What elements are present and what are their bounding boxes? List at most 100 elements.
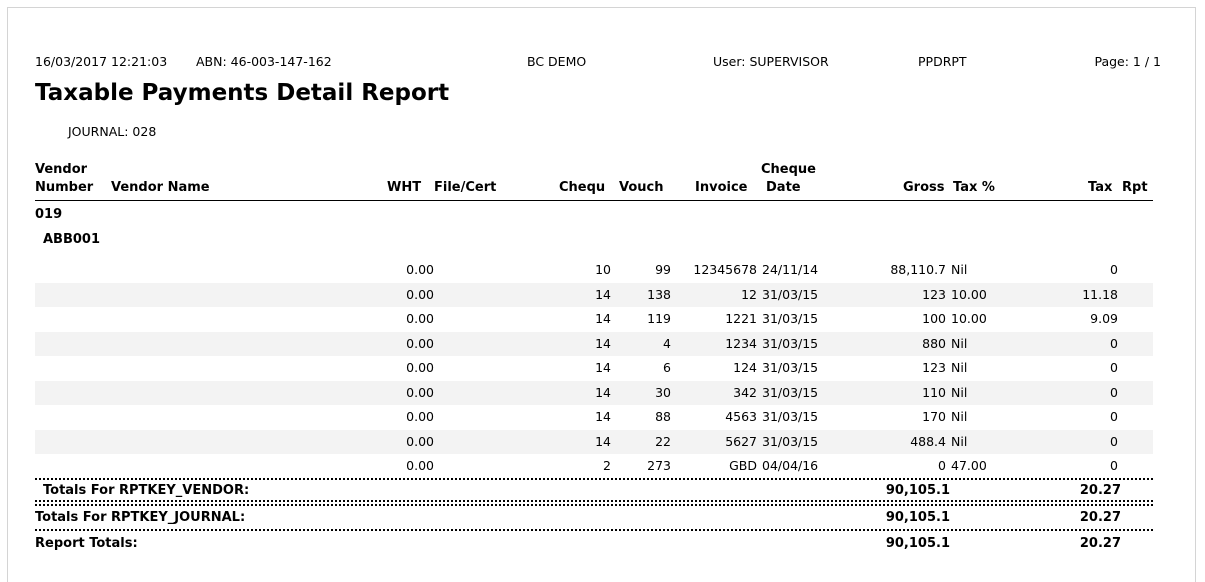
chequ-value: 14 <box>595 335 611 351</box>
col-cheque-date-line2: Date <box>766 180 801 195</box>
vouch-value: 4 <box>663 335 671 351</box>
cheque-date-value: 31/03/15 <box>762 360 819 375</box>
vendor-totals-tax: 20.27 <box>1079 483 1121 498</box>
gross-value: 88,110.7 <box>890 262 946 277</box>
report-datetime: 16/03/2017 12:21:03 <box>35 54 168 69</box>
invoice-value: 342 <box>733 384 757 400</box>
col-tax-pct: Tax % <box>953 180 995 195</box>
wht-value: 0.00 <box>406 409 434 424</box>
gross-value: 0 <box>938 458 946 473</box>
tax-pct-value: 10.00 <box>951 311 987 326</box>
header-rule <box>35 200 1153 201</box>
wht-value: 0.00 <box>406 311 434 326</box>
totals-separator-vendor <box>35 478 1153 480</box>
col-file-cert: File/Cert <box>434 180 497 195</box>
col-vendor-number-line2: Number <box>35 180 94 195</box>
col-gross: Gross <box>903 180 945 195</box>
wht-value: 0.00 <box>406 360 434 375</box>
tax-pct-value: Nil <box>951 360 968 375</box>
vendor-totals-gross: 90,105.1 <box>885 483 950 498</box>
page-number: Page: 1 / 1 <box>1094 54 1161 69</box>
vouch-value: 138 <box>647 286 671 302</box>
gross-value: 488.4 <box>910 433 946 449</box>
table-row: 0.00 14 6 124 31/03/15 123 Nil 0 <box>35 356 1153 381</box>
tax-pct-value: 47.00 <box>951 458 987 473</box>
invoice-value: GBD <box>729 458 757 473</box>
col-vendor-name: Vendor Name <box>111 180 210 195</box>
vouch-value: 30 <box>655 384 671 400</box>
chequ-value: 10 <box>595 262 611 277</box>
chequ-value: 2 <box>603 458 611 473</box>
invoice-value: 124 <box>733 360 757 375</box>
vouch-value: 88 <box>655 409 671 424</box>
chequ-value: 14 <box>595 409 611 424</box>
tax-pct-value: Nil <box>951 433 968 449</box>
vouch-value: 6 <box>663 360 671 375</box>
invoice-value: 4563 <box>725 409 757 424</box>
gross-value: 100 <box>922 311 946 326</box>
table-row: 0.00 14 119 1221 31/03/15 100 10.00 9.09 <box>35 307 1153 332</box>
abn-number: ABN: 46-003-147-162 <box>196 54 332 69</box>
gross-value: 123 <box>922 360 946 375</box>
company-name: BC DEMO <box>527 54 587 69</box>
cheque-date-value: 31/03/15 <box>762 384 819 400</box>
wht-value: 0.00 <box>406 458 434 473</box>
vouch-value: 22 <box>655 433 671 449</box>
table-row: 0.00 14 30 342 31/03/15 110 Nil 0 <box>35 380 1153 405</box>
report-code: PPDRPT <box>918 54 967 69</box>
journal-group-code: 019 <box>35 207 63 222</box>
gross-value: 880 <box>922 335 946 351</box>
totals-separator-journal-1 <box>35 500 1153 502</box>
table-row: 0.00 14 22 5627 31/03/15 488.4 Nil 0 <box>35 429 1153 454</box>
vendor-totals-label: Totals For RPTKEY_VENDOR: <box>43 483 250 498</box>
chequ-value: 14 <box>595 360 611 375</box>
tax-pct-value: Nil <box>951 262 968 277</box>
gross-value: 170 <box>922 409 946 424</box>
invoice-value: 5627 <box>725 433 757 449</box>
wht-value: 0.00 <box>406 286 434 302</box>
table-row: 0.00 14 88 4563 31/03/15 170 Nil 0 <box>35 405 1153 430</box>
journal-totals-gross: 90,105.1 <box>885 510 950 525</box>
chequ-value: 14 <box>595 311 611 326</box>
tax-pct-value: Nil <box>951 384 968 400</box>
chequ-value: 14 <box>595 433 611 449</box>
vouch-value: 273 <box>647 458 671 473</box>
cheque-date-value: 31/03/15 <box>762 433 819 449</box>
tax-value: 11.18 <box>1082 286 1118 302</box>
journal-totals-label: Totals For RPTKEY_JOURNAL: <box>35 510 246 525</box>
cheque-date-value: 04/04/16 <box>762 458 819 473</box>
chequ-value: 14 <box>595 384 611 400</box>
tax-value: 0 <box>1110 384 1118 400</box>
cheque-date-value: 31/03/15 <box>762 311 819 326</box>
table-row: 0.00 14 138 12 31/03/15 123 10.00 11.18 <box>35 282 1153 307</box>
tax-value: 0 <box>1110 433 1118 449</box>
vendor-group-code: ABB001 <box>43 232 101 247</box>
col-rpt: Rpt <box>1122 180 1148 195</box>
gross-value: 110 <box>922 384 946 400</box>
col-chequ: Chequ <box>559 180 606 195</box>
tax-value: 0 <box>1110 458 1118 473</box>
invoice-value: 1234 <box>725 335 757 351</box>
cheque-date-value: 31/03/15 <box>762 335 819 351</box>
invoice-value: 12345678 <box>693 262 757 277</box>
tax-value: 0 <box>1110 262 1118 277</box>
vouch-value: 99 <box>655 262 671 277</box>
report-totals-gross: 90,105.1 <box>885 536 950 551</box>
table-row: 0.00 10 99 12345678 24/11/14 88,110.7 Nil 0 <box>35 258 1153 283</box>
tax-pct-value: Nil <box>951 335 968 351</box>
tax-value: 9.09 <box>1090 311 1118 326</box>
journal-totals-tax: 20.27 <box>1079 510 1121 525</box>
report-title: Taxable Payments Detail Report <box>35 80 450 106</box>
wht-value: 0.00 <box>406 384 434 400</box>
report-totals-tax: 20.27 <box>1079 536 1121 551</box>
col-invoice: Invoice <box>695 180 748 195</box>
invoice-value: 1221 <box>725 311 757 326</box>
table-row: 0.00 2 273 GBD 04/04/16 0 47.00 0 <box>35 454 1153 479</box>
col-vouch: Vouch <box>619 180 664 195</box>
tax-pct-value: Nil <box>951 409 968 424</box>
totals-separator-journal-2 <box>35 504 1153 506</box>
wht-value: 0.00 <box>406 335 434 351</box>
totals-separator-report <box>35 529 1153 531</box>
wht-value: 0.00 <box>406 262 434 277</box>
chequ-value: 14 <box>595 286 611 302</box>
